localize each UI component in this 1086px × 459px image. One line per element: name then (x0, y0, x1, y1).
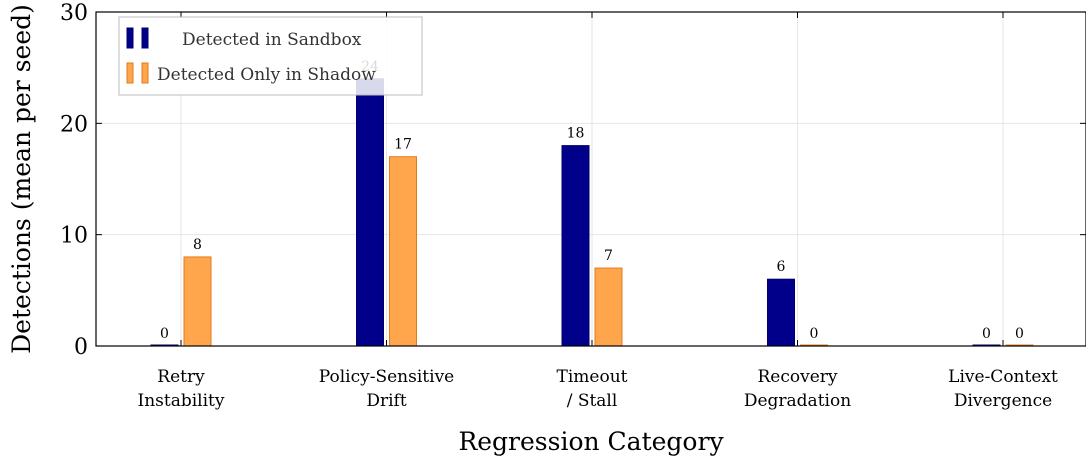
data-label: 8 (193, 237, 202, 253)
y-tick-label: 10 (60, 224, 88, 249)
bar (767, 278, 795, 347)
bars-layer (150, 78, 1034, 347)
data-label: 0 (810, 326, 819, 342)
legend-swatch (141, 27, 149, 49)
y-tick-label: 30 (60, 1, 88, 26)
data-label: 17 (394, 137, 412, 153)
x-category-label: Divergence (954, 391, 1052, 411)
bar (389, 156, 417, 347)
y-tick-label: 20 (60, 112, 88, 137)
data-label: 0 (1015, 326, 1024, 342)
data-label: 0 (982, 326, 991, 342)
bar (561, 145, 590, 347)
legend-swatch (126, 62, 134, 84)
y-axis-title: Detections (mean per seed) (7, 4, 36, 354)
legend: Detected in Sandbox Detected Only in Shad… (118, 16, 423, 96)
x-category-label: Drift (366, 391, 406, 411)
x-category-label: Timeout (557, 367, 628, 387)
bar (356, 78, 384, 347)
data-label: 7 (604, 248, 613, 264)
x-category-label: Policy-Sensitive (319, 367, 454, 387)
x-category-label: Retry (157, 367, 205, 387)
bar (183, 256, 212, 347)
ticks-layer: 0 10 20 30 Retry Instability Policy-Sensitive D… (60, 1, 1086, 411)
x-category-label: Recovery (757, 367, 837, 387)
x-category-label: Instability (138, 391, 225, 411)
data-label: 18 (567, 126, 585, 142)
legend-label: Detected Only in Shadow (157, 65, 376, 85)
legend-box (118, 16, 423, 96)
legend-swatch (141, 62, 149, 84)
y-tick-label: 0 (74, 335, 88, 360)
legend-label: Detected in Sandbox (182, 30, 362, 50)
x-category-label: / Stall (567, 391, 618, 411)
bar (594, 267, 623, 347)
data-label: 0 (160, 326, 169, 342)
legend-swatch (126, 27, 134, 49)
plot-frame (95, 11, 1086, 347)
x-category-label: Live-Context (948, 367, 1058, 387)
x-category-label: Degradation (744, 391, 851, 411)
x-axis-title: Regression Category (458, 427, 724, 456)
data-label: 6 (777, 259, 786, 275)
